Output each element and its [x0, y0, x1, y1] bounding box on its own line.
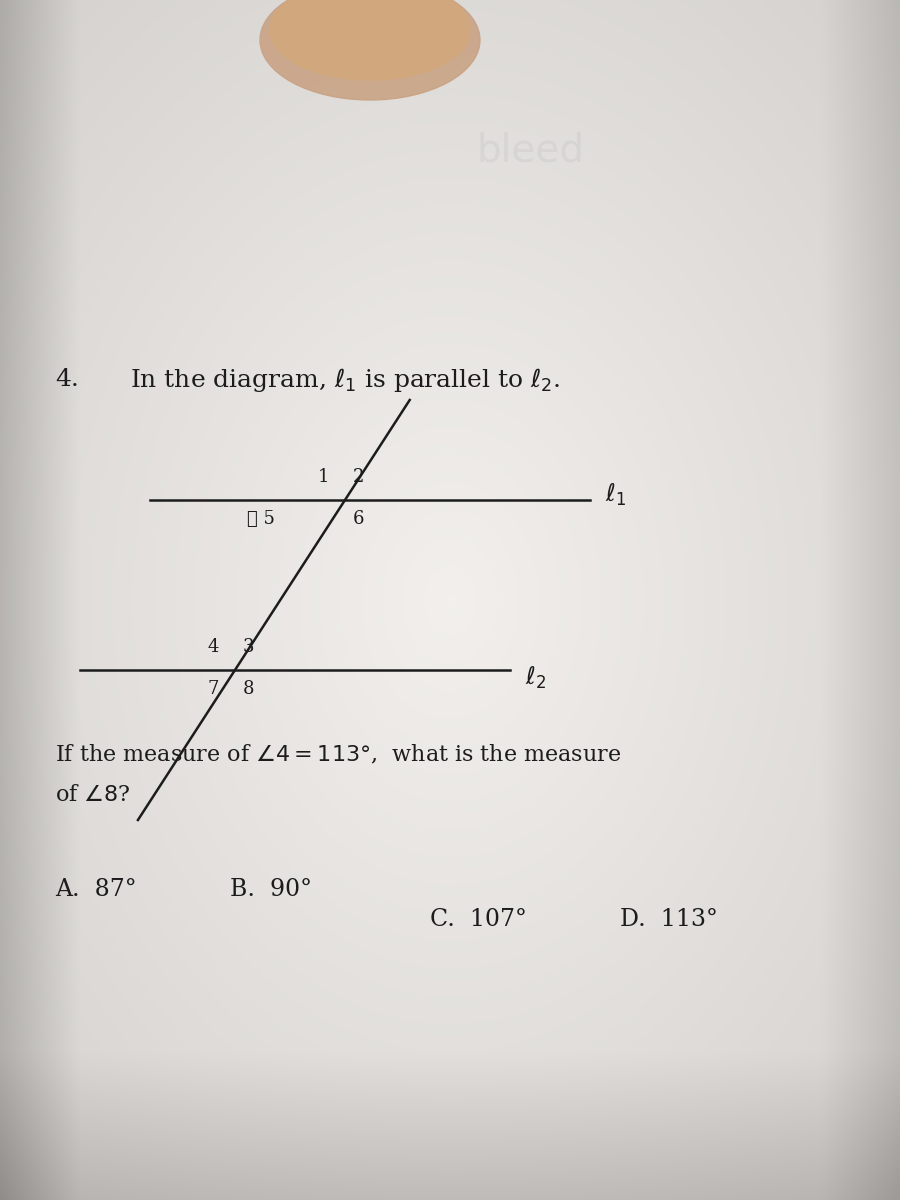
Ellipse shape: [260, 0, 480, 100]
Text: In the diagram, $\ell_1$ is parallel to $\ell_2$.: In the diagram, $\ell_1$ is parallel to …: [130, 366, 561, 394]
Text: 2: 2: [353, 468, 364, 486]
Text: ✕ 5: ✕ 5: [248, 510, 275, 528]
Ellipse shape: [270, 0, 470, 80]
Text: D.  113°: D. 113°: [620, 908, 718, 931]
Text: 4: 4: [208, 638, 219, 656]
Text: If the measure of $\angle 4 = 113°$,  what is the measure: If the measure of $\angle 4 = 113°$, wha…: [55, 744, 621, 767]
Text: bleed: bleed: [476, 131, 584, 169]
Text: $\ell_1$: $\ell_1$: [605, 482, 626, 508]
Text: 7: 7: [208, 680, 219, 698]
Text: 1: 1: [318, 468, 329, 486]
Text: B.  90°: B. 90°: [230, 878, 312, 901]
Text: 6: 6: [353, 510, 364, 528]
Text: 4.: 4.: [55, 368, 79, 391]
Text: of $\angle 8$?: of $\angle 8$?: [55, 784, 130, 806]
Text: $\ell_2$: $\ell_2$: [525, 665, 546, 691]
Text: 8: 8: [243, 680, 255, 698]
Text: C.  107°: C. 107°: [430, 908, 526, 931]
Text: 3: 3: [243, 638, 255, 656]
Text: A.  87°: A. 87°: [55, 878, 137, 901]
